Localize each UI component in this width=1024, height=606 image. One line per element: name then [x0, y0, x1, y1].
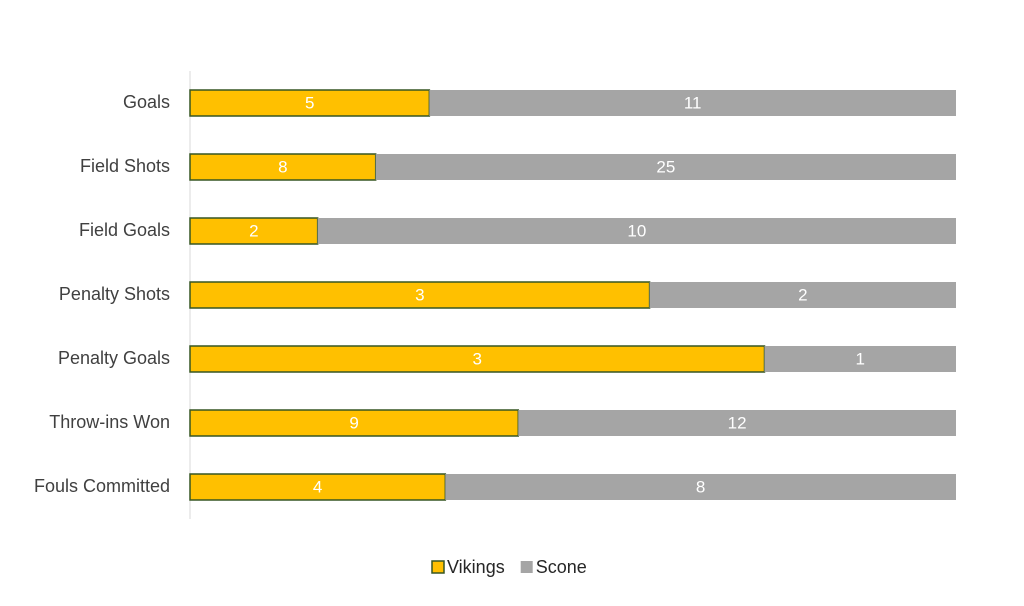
data-label: 12: [728, 413, 747, 432]
category-label: Goals: [123, 92, 170, 112]
legend-label: Scone: [536, 557, 587, 577]
category-label: Fouls Committed: [34, 476, 170, 496]
data-label: 3: [415, 285, 424, 304]
data-label: 8: [278, 157, 287, 176]
bar-segment: [764, 346, 956, 372]
bar-segment: [189, 217, 319, 245]
bar-segment: [189, 281, 651, 309]
legend-swatch: [431, 560, 445, 574]
category-label: Throw-ins Won: [49, 412, 170, 432]
category-label: Penalty Shots: [59, 284, 170, 304]
bar-segment: [317, 218, 957, 244]
bar-segment: [649, 282, 956, 308]
data-label: 9: [349, 413, 358, 432]
category-label: Field Goals: [79, 220, 170, 240]
bar-segment: [189, 153, 377, 181]
data-label: 1: [856, 349, 865, 368]
data-label: 2: [249, 221, 258, 240]
legend-swatch: [520, 561, 533, 573]
data-label: 11: [684, 93, 702, 112]
data-label: 5: [305, 93, 314, 112]
data-label: 8: [696, 477, 705, 496]
legend-label: Vikings: [447, 557, 505, 577]
data-label: 25: [656, 157, 675, 176]
bar-segment: [518, 410, 956, 436]
bar-segment: [375, 154, 956, 180]
bar-segment: [189, 345, 766, 373]
data-label: 2: [798, 285, 807, 304]
data-label: 3: [473, 349, 482, 368]
bar-segment: [189, 473, 447, 501]
bar-segment: [189, 409, 520, 437]
category-label: Field Shots: [80, 156, 170, 176]
bar-segment: [429, 90, 956, 116]
data-label: 10: [627, 221, 646, 240]
bar-segment: [445, 474, 956, 500]
category-label: Penalty Goals: [58, 348, 170, 368]
data-label: 4: [313, 477, 322, 496]
